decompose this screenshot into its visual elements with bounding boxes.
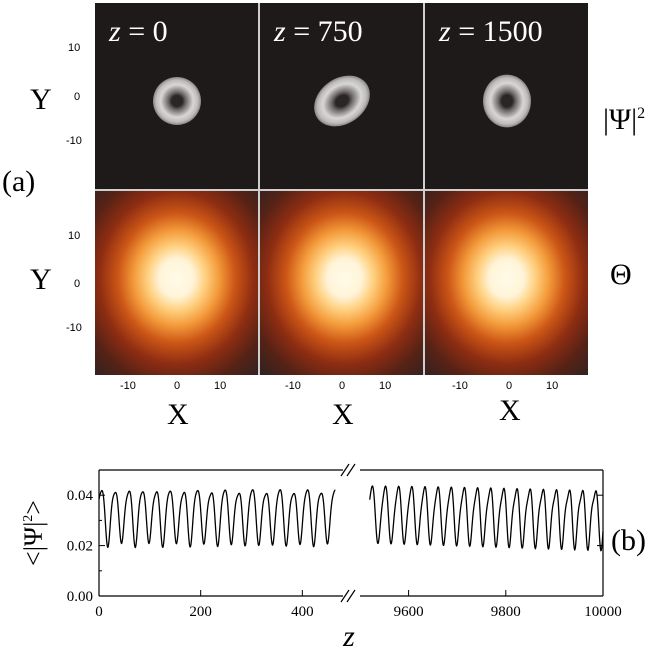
z-label-2: z = 1500 xyxy=(439,15,543,48)
theta-glow-1 xyxy=(260,191,423,375)
xtick-c2-10: 10 xyxy=(546,380,559,392)
ytick-top-10: 10 xyxy=(68,42,81,54)
axis-break-mark-top-1 xyxy=(346,463,356,477)
separator-h xyxy=(95,189,588,191)
xtick-c2-0: 0 xyxy=(506,380,513,392)
ytick-bot-0: 0 xyxy=(74,278,81,290)
row-label-theta: Θ xyxy=(610,258,632,291)
x-axis-label-1: X xyxy=(332,398,354,431)
panel-b-label: (b) xyxy=(611,524,646,557)
xtick-c0-neg10: -10 xyxy=(120,380,136,392)
ytick-top-neg10: -10 xyxy=(66,135,82,147)
xtick-label-s1-2: 10000 xyxy=(584,604,622,620)
xtick-label-s0-1: 200 xyxy=(189,604,212,620)
y-axis-label-top: Y xyxy=(30,83,52,116)
psi-panel-z0: z = 0 xyxy=(95,3,258,189)
ytick-bot-10: 10 xyxy=(68,230,81,242)
x-axis-label-z: z xyxy=(342,620,355,653)
xtick-label-s1-1: 9800 xyxy=(491,604,521,620)
series-line-segment-1 xyxy=(369,485,604,552)
y-axis-label-psi-mean: <|Ψ|2> xyxy=(19,500,48,566)
xtick-label-s0-0: 0 xyxy=(95,604,103,620)
ytick-label-0: 0.00 xyxy=(67,589,93,605)
ytick-label-2: 0.04 xyxy=(67,488,94,504)
separator-v2 xyxy=(423,3,425,375)
ytick-top-0: 0 xyxy=(74,91,81,103)
x-axis-label-2: X xyxy=(499,394,521,427)
x-axis-label-0: X xyxy=(167,398,189,431)
axis-break-mark-bottom-1 xyxy=(346,589,356,603)
z-label-1: z = 750 xyxy=(274,15,363,48)
xtick-c0-10: 10 xyxy=(214,380,227,392)
xtick-c1-neg10: -10 xyxy=(285,380,301,392)
y-axis-label-bottom: Y xyxy=(30,263,52,296)
series-line-segment-0 xyxy=(98,489,336,549)
z-label-0: z = 0 xyxy=(109,15,168,48)
xtick-label-s0-2: 400 xyxy=(291,604,314,620)
separator-v1 xyxy=(258,3,260,375)
psi-panel-z750: z = 750 xyxy=(260,3,423,189)
psi-panel-z1500: z = 1500 xyxy=(425,3,588,189)
psi-ring-0 xyxy=(153,77,201,125)
theta-panel-z0 xyxy=(95,191,258,375)
theta-panel-z1500 xyxy=(425,191,588,375)
ytick-bot-neg10: -10 xyxy=(66,322,82,334)
xtick-c1-10: 10 xyxy=(379,380,392,392)
xtick-c1-0: 0 xyxy=(339,380,346,392)
xtick-c2-neg10: -10 xyxy=(452,380,468,392)
ytick-label-1: 0.02 xyxy=(67,539,93,555)
row-label-psi: |Ψ|2 xyxy=(603,103,646,136)
axis-break-mark-bottom-0 xyxy=(340,589,350,603)
panel-b-chart: 0.00 0.02 0.04 0 200 400 9600 9800 10000 z <|Ψ|2>… xyxy=(19,463,646,653)
axis-break-mark-top-0 xyxy=(340,463,350,477)
theta-glow-0 xyxy=(95,191,258,375)
theta-glow-2 xyxy=(425,191,588,375)
xtick-label-s1-0: 9600 xyxy=(394,604,424,620)
panel-a-label: (a) xyxy=(2,165,36,198)
psi-ring-2 xyxy=(483,74,531,128)
xtick-c0-0: 0 xyxy=(174,380,181,392)
psi-ring-1 xyxy=(304,65,380,137)
theta-panel-z750 xyxy=(260,191,423,375)
